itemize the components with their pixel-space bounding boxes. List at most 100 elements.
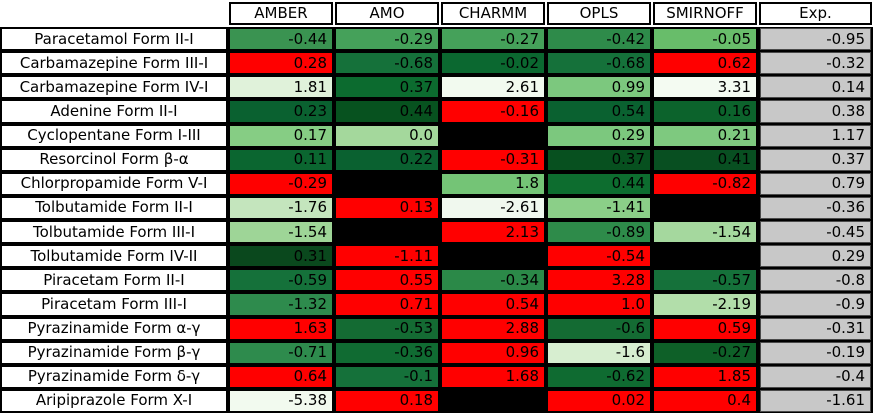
cell-value: 0.37 — [548, 149, 650, 170]
cell-value — [654, 197, 756, 218]
exp-value: -0.32 — [760, 52, 871, 75]
value-cell: 0.29 — [546, 123, 652, 148]
row-label: Aripiprazole Form X-I — [2, 390, 226, 411]
col-header-exp: Exp. — [758, 0, 873, 27]
cell-value: -0.68 — [336, 53, 438, 74]
cell-value: 0.96 — [442, 342, 544, 363]
exp-cell: -0.95 — [758, 27, 873, 52]
row-label: Pyrazinamide Form β-γ — [2, 342, 226, 363]
cell-value: -1.6 — [548, 342, 650, 363]
exp-cell: -0.32 — [758, 51, 873, 76]
col-header-amber: AMBER — [228, 0, 334, 27]
value-cell: -0.02 — [440, 51, 546, 76]
exp-value: -0.45 — [760, 221, 871, 244]
cell-value — [654, 246, 756, 267]
exp-value: 1.17 — [760, 124, 871, 147]
cell-value: 0.44 — [548, 173, 650, 194]
cell-value: 0.23 — [230, 101, 332, 122]
cell-value: -0.27 — [442, 29, 544, 50]
value-cell: 0.55 — [334, 268, 440, 293]
value-cell: -2.19 — [652, 292, 758, 317]
cell-value: 0.18 — [336, 390, 438, 411]
cell-value: 2.61 — [442, 77, 544, 98]
value-cell: -0.68 — [334, 51, 440, 76]
exp-cell: -0.19 — [758, 340, 873, 365]
cell-value: -0.59 — [230, 270, 332, 291]
row-label: Tolbutamide Form III-I — [2, 222, 226, 243]
value-cell: 0.31 — [228, 244, 334, 269]
missing-cell — [334, 220, 440, 245]
row-label: Pyrazinamide Form α-γ — [2, 318, 226, 339]
cell-value: 2.88 — [442, 318, 544, 339]
cell-value: 0.28 — [230, 53, 332, 74]
cell-value: -0.29 — [336, 29, 438, 50]
missing-cell — [652, 244, 758, 269]
cell-value: 0.54 — [442, 294, 544, 315]
row-label: Tolbutamide Form II-I — [2, 197, 226, 218]
cell-value: 0.54 — [548, 101, 650, 122]
row-label-cell: Paracetamol Form II-I — [0, 27, 228, 52]
row-label-cell: Cyclopentane Form I-III — [0, 123, 228, 148]
row-label: Chlorpropamide Form V-I — [2, 173, 226, 194]
cell-value: -0.05 — [654, 29, 756, 50]
value-cell: 0.37 — [334, 75, 440, 100]
row-label: Piracetam Form II-I — [2, 270, 226, 291]
value-cell: 0.21 — [652, 123, 758, 148]
value-cell: -0.89 — [546, 220, 652, 245]
value-cell: -0.54 — [546, 244, 652, 269]
exp-value: -0.31 — [760, 317, 871, 340]
cell-value: 0.22 — [336, 149, 438, 170]
exp-value: -0.8 — [760, 269, 871, 292]
value-cell: 0.99 — [546, 75, 652, 100]
value-cell: 0.17 — [228, 123, 334, 148]
missing-cell — [440, 388, 546, 413]
missing-cell — [652, 195, 758, 220]
cell-value — [442, 125, 544, 146]
value-cell: 2.13 — [440, 220, 546, 245]
value-cell: 0.0 — [334, 123, 440, 148]
cell-value: -1.76 — [230, 197, 332, 218]
value-cell: -0.71 — [228, 340, 334, 365]
cell-value: 0.21 — [654, 125, 756, 146]
row-label-cell: Resorcinol Form β-α — [0, 147, 228, 172]
row-label: Piracetam Form III-I — [2, 294, 226, 315]
cell-value: -0.29 — [230, 173, 332, 194]
row-label: Pyrazinamide Form δ-γ — [2, 366, 226, 387]
cell-value: -0.82 — [654, 173, 756, 194]
cell-value: -1.11 — [336, 246, 438, 267]
exp-cell: 0.37 — [758, 147, 873, 172]
cell-value: -0.42 — [548, 29, 650, 50]
missing-cell — [334, 171, 440, 196]
cell-value: 2.13 — [442, 222, 544, 243]
value-cell: -0.27 — [440, 27, 546, 52]
cell-value: 0.44 — [336, 101, 438, 122]
col-header-charmm: CHARMM — [440, 0, 546, 27]
cell-value: 1.81 — [230, 77, 332, 98]
value-cell: 0.44 — [334, 99, 440, 124]
exp-value: -0.9 — [760, 293, 871, 316]
value-cell: 1.0 — [546, 292, 652, 317]
value-cell: -0.62 — [546, 364, 652, 389]
exp-cell: -0.9 — [758, 292, 873, 317]
cell-value: 0.13 — [336, 197, 438, 218]
exp-value: 0.14 — [760, 76, 871, 99]
cell-value: 0.29 — [548, 125, 650, 146]
exp-value: 0.37 — [760, 148, 871, 171]
value-cell: -0.57 — [652, 268, 758, 293]
cell-value: 0.4 — [654, 390, 756, 411]
cell-value: -0.62 — [548, 366, 650, 387]
value-cell: -0.6 — [546, 316, 652, 341]
cell-value: 1.8 — [442, 173, 544, 194]
exp-cell: 1.17 — [758, 123, 873, 148]
row-label-cell: Chlorpropamide Form V-I — [0, 171, 228, 196]
row-label-cell: Adenine Form II-I — [0, 99, 228, 124]
value-cell: 1.8 — [440, 171, 546, 196]
exp-value: -0.36 — [760, 196, 871, 219]
value-cell: -1.54 — [652, 220, 758, 245]
value-cell: 1.68 — [440, 364, 546, 389]
row-label: Tolbutamide Form IV-II — [2, 246, 226, 267]
exp-value: -0.19 — [760, 341, 871, 364]
row-label-cell: Carbamazepine Form III-I — [0, 51, 228, 76]
cell-value: 3.31 — [654, 77, 756, 98]
exp-value: -0.4 — [760, 365, 871, 388]
